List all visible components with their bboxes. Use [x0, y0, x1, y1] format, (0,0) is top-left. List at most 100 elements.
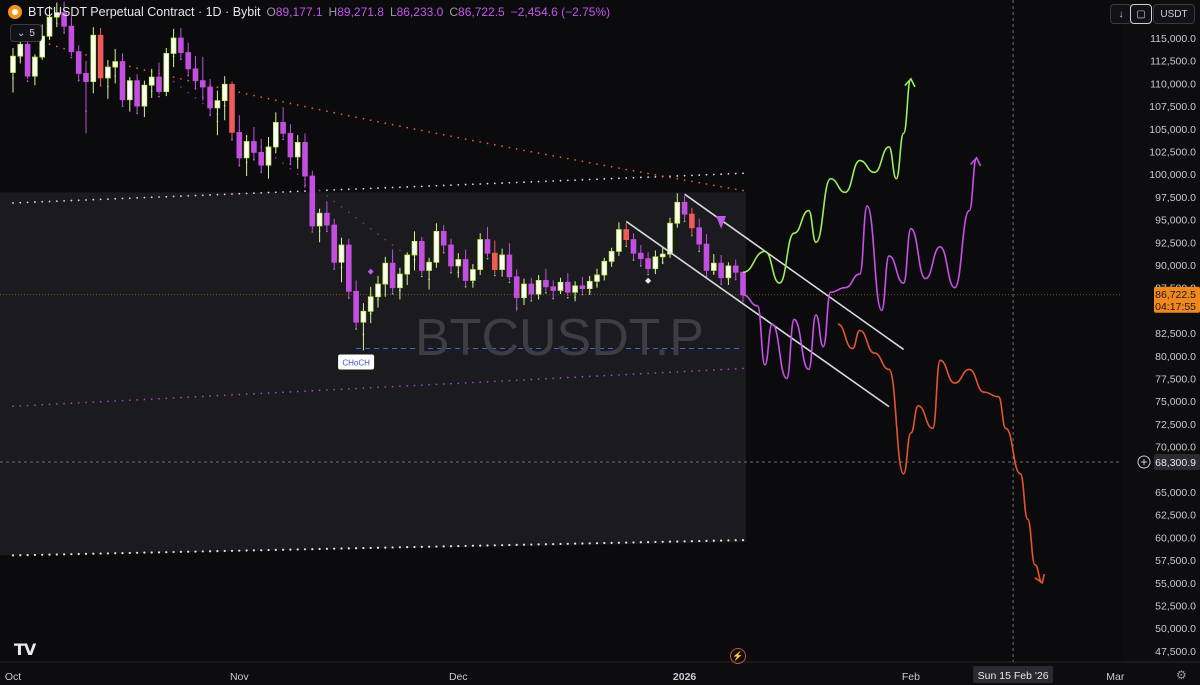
- candle[interactable]: [477, 233, 483, 275]
- candle[interactable]: [294, 135, 301, 169]
- candle[interactable]: [462, 249, 469, 286]
- lightning-icon[interactable]: ⚡: [730, 648, 746, 664]
- candle[interactable]: [345, 238, 352, 298]
- candle[interactable]: [75, 45, 82, 81]
- candle[interactable]: [105, 60, 111, 99]
- candle[interactable]: [506, 243, 513, 281]
- candle[interactable]: [178, 28, 184, 59]
- candle[interactable]: [134, 74, 140, 114]
- candle[interactable]: [46, 6, 53, 40]
- candle[interactable]: [148, 68, 155, 98]
- candle[interactable]: [338, 237, 345, 283]
- candle[interactable]: [61, 1, 67, 33]
- candle[interactable]: [535, 274, 542, 300]
- candle[interactable]: [192, 56, 199, 90]
- candle[interactable]: [681, 195, 688, 222]
- candle[interactable]: [302, 133, 308, 188]
- candle[interactable]: [411, 231, 418, 271]
- candle[interactable]: [331, 218, 337, 269]
- candle[interactable]: [127, 77, 133, 112]
- candle[interactable]: [199, 57, 206, 101]
- candle[interactable]: [185, 42, 192, 76]
- candle[interactable]: [557, 277, 564, 295]
- scenario-bull-path[interactable]: [742, 78, 912, 284]
- candle[interactable]: [265, 136, 272, 179]
- candle[interactable]: [32, 54, 38, 86]
- tradingview-logo-icon[interactable]: TV: [14, 640, 36, 659]
- candle[interactable]: [484, 226, 491, 257]
- candle[interactable]: [258, 138, 264, 173]
- candle[interactable]: [645, 252, 651, 274]
- candle[interactable]: [543, 268, 549, 292]
- candle[interactable]: [616, 222, 622, 256]
- candle[interactable]: [470, 264, 476, 288]
- candle[interactable]: [170, 28, 177, 68]
- candle[interactable]: [667, 217, 673, 258]
- candle[interactable]: [375, 275, 381, 308]
- symbol-title[interactable]: BTCUSDT Perpetual Contract · 1D · Bybit: [28, 5, 261, 19]
- candle[interactable]: [229, 81, 235, 140]
- candle[interactable]: [236, 115, 243, 167]
- candle[interactable]: [397, 267, 403, 300]
- compare-button[interactable]: ▢: [1130, 4, 1152, 24]
- candle[interactable]: [652, 250, 659, 275]
- scenario-bear-path[interactable]: [837, 323, 1043, 584]
- arrow-down-button[interactable]: ↓: [1110, 4, 1132, 24]
- candle[interactable]: [608, 247, 615, 267]
- candle[interactable]: [725, 262, 732, 285]
- candle[interactable]: [711, 254, 717, 275]
- candle[interactable]: [389, 249, 396, 293]
- candle[interactable]: [674, 193, 681, 228]
- candle[interactable]: [382, 256, 389, 297]
- plus-circle-icon[interactable]: [1137, 455, 1151, 469]
- candle[interactable]: [594, 268, 600, 288]
- candle[interactable]: [499, 248, 505, 277]
- candle[interactable]: [367, 286, 374, 324]
- candle[interactable]: [586, 275, 593, 295]
- candle[interactable]: [572, 281, 578, 302]
- candle[interactable]: [207, 78, 213, 116]
- candle[interactable]: [703, 234, 710, 276]
- candle[interactable]: [214, 90, 221, 136]
- candle[interactable]: [689, 207, 695, 236]
- candle[interactable]: [426, 257, 432, 290]
- candle[interactable]: [528, 277, 535, 301]
- candle[interactable]: [455, 253, 462, 278]
- time-axis[interactable]: [0, 662, 1122, 685]
- candle[interactable]: [112, 48, 119, 84]
- candle[interactable]: [353, 280, 359, 329]
- candle[interactable]: [10, 47, 16, 93]
- candle[interactable]: [309, 170, 316, 231]
- candle[interactable]: [97, 28, 104, 87]
- candle[interactable]: [360, 303, 367, 351]
- candle[interactable]: [440, 225, 447, 254]
- candle[interactable]: [39, 24, 45, 60]
- candle[interactable]: [513, 269, 520, 312]
- candle[interactable]: [659, 246, 666, 265]
- scenario-mid-path[interactable]: [742, 157, 978, 380]
- candle[interactable]: [601, 257, 608, 281]
- candle[interactable]: [272, 112, 279, 154]
- candle[interactable]: [251, 126, 257, 160]
- candle[interactable]: [623, 223, 629, 246]
- candle[interactable]: [638, 245, 644, 266]
- candle[interactable]: [630, 233, 637, 260]
- candle[interactable]: [433, 223, 440, 268]
- candle[interactable]: [243, 135, 250, 177]
- indicators-toggle[interactable]: ⌄ 5: [10, 24, 42, 42]
- candle[interactable]: [90, 27, 97, 94]
- candle[interactable]: [54, 2, 60, 28]
- candle[interactable]: [521, 278, 527, 305]
- candle[interactable]: [221, 76, 228, 120]
- candle[interactable]: [418, 236, 425, 275]
- candle[interactable]: [316, 208, 323, 243]
- currency-button[interactable]: USDT: [1153, 4, 1195, 24]
- candle[interactable]: [68, 16, 75, 57]
- candle[interactable]: [448, 238, 454, 273]
- candle[interactable]: [119, 53, 126, 106]
- candle[interactable]: [163, 47, 170, 97]
- candle[interactable]: [565, 273, 571, 296]
- candle[interactable]: [491, 240, 498, 275]
- candle[interactable]: [732, 259, 739, 280]
